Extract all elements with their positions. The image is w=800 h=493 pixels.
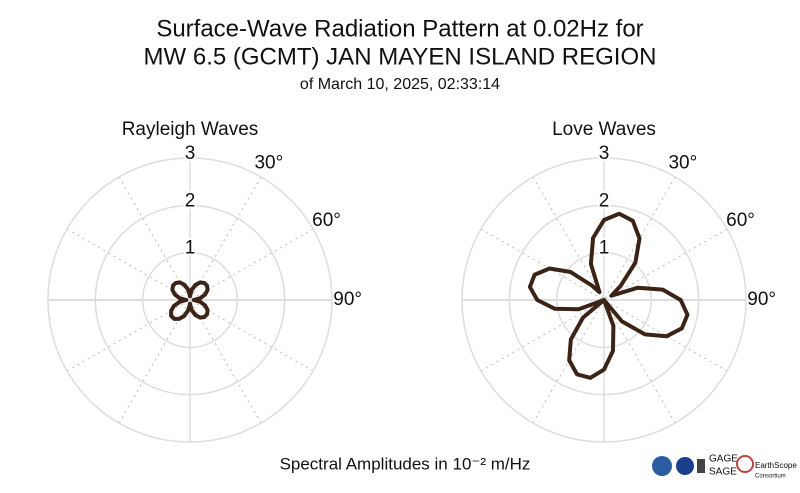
angle-tick-label: 90° xyxy=(747,289,776,310)
logo-text: GAGE xyxy=(709,454,738,465)
logo-mark xyxy=(736,455,754,473)
angle-tick-label: 90° xyxy=(333,289,362,310)
title-line: Surface-Wave Radiation Pattern at 0.02Hz… xyxy=(156,15,643,42)
angle-tick-label: 30° xyxy=(254,153,283,174)
radial-tick-label: 2 xyxy=(599,190,610,211)
radial-tick-label: 3 xyxy=(185,143,196,164)
logo-mark xyxy=(676,457,694,475)
radial-grid-circle xyxy=(94,204,286,396)
panel-title: Rayleigh Waves xyxy=(122,119,259,140)
radial-grid-circle xyxy=(555,251,653,349)
subtitle: of March 10, 2025, 02:33:14 xyxy=(300,76,500,93)
radial-tick-label: 3 xyxy=(599,143,610,164)
pattern-line xyxy=(527,211,690,380)
panel-title: Love Waves xyxy=(552,119,656,140)
radial-grid-circle xyxy=(141,251,239,349)
angle-tick-label: 30° xyxy=(668,153,697,174)
radial-tick-label: 1 xyxy=(599,238,610,259)
radial-tick-label: 1 xyxy=(185,238,196,259)
logos: GAGE SAGE EarthScope Consortium xyxy=(652,454,797,480)
radial-grid-circle xyxy=(508,204,700,396)
title-line: MW 6.5 (GCMT) JAN MAYEN ISLAND REGION xyxy=(144,43,657,70)
radial-grid-circle xyxy=(461,157,747,443)
angle-tick-label: 60° xyxy=(726,210,755,231)
logo-mark xyxy=(652,456,672,476)
logo-mark xyxy=(697,459,705,473)
radial-tick-label: 2 xyxy=(185,190,196,211)
logo-text: EarthScope xyxy=(755,461,797,470)
logo-text: Consortium xyxy=(755,474,786,480)
footer-note: Spectral Amplitudes in 10⁻² m/Hz xyxy=(280,454,531,473)
angle-tick-label: 60° xyxy=(312,210,341,231)
logo-text: SAGE xyxy=(709,467,737,478)
radial-grid-circle xyxy=(47,157,333,443)
pattern-line xyxy=(169,280,210,321)
